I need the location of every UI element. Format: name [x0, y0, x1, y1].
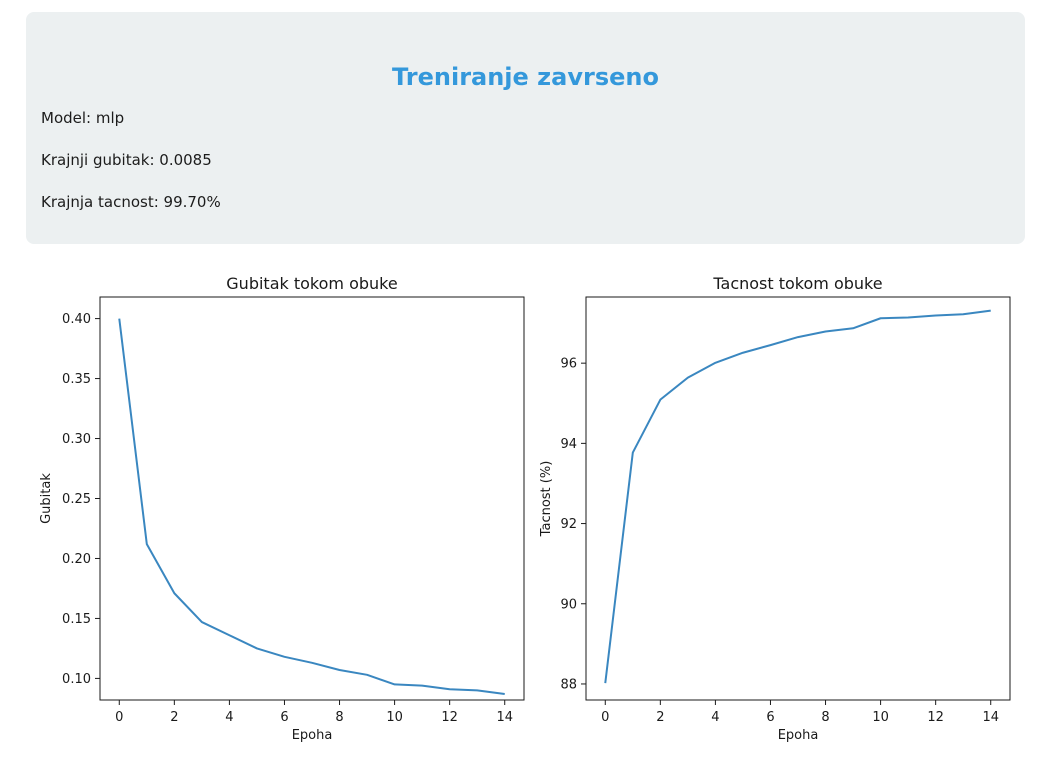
accuracy-y-tick-label: 90 — [560, 597, 577, 612]
loss-y-tick-label: 0.20 — [62, 552, 91, 567]
accuracy-y-tick-label: 96 — [560, 357, 577, 372]
loss-chart-title: Gubitak tokom obuke — [226, 274, 397, 293]
accuracy-chart-title: Tacnost tokom obuke — [712, 274, 882, 293]
accuracy-x-tick-label: 8 — [821, 710, 829, 725]
loss-x-tick-label: 8 — [335, 710, 343, 725]
loss-plot-frame — [99, 296, 525, 701]
accuracy-x-axis-label: Epoha — [778, 728, 819, 743]
accuracy-y-tick-label: 94 — [560, 437, 577, 452]
accuracy-y-tick-label: 92 — [560, 517, 577, 532]
loss-y-tick-label: 0.15 — [62, 612, 91, 627]
accuracy-y-axis-label: Tacnost (%) — [539, 461, 554, 538]
final-accuracy-line: Krajnja tacnost: 99.70% — [41, 193, 221, 211]
loss-y-tick-label: 0.10 — [62, 672, 91, 687]
loss-x-axis-label: Epoha — [292, 728, 333, 743]
training-charts: Gubitak tokom obuke 0 2 4 6 8 10 12 14 0.10 0.15 0.… — [39, 274, 1011, 743]
loss-x-tick-label: 10 — [386, 710, 403, 725]
loss-x-tick-label: 0 — [115, 710, 123, 725]
model-line: Model: mlp — [41, 109, 125, 127]
accuracy-x-tick-label: 6 — [766, 710, 774, 725]
accuracy-series-line — [604, 309, 991, 684]
training-summary-card: Treniranje zavrseno Model: mlp Krajnji g… — [26, 12, 1025, 244]
accuracy-x-tick-label: 0 — [601, 710, 609, 725]
final-loss-line: Krajnji gubitak: 0.0085 — [41, 151, 212, 169]
accuracy-x-tick-label: 2 — [656, 710, 664, 725]
loss-y-axis-label: Gubitak — [39, 473, 54, 524]
loss-x-tick-label: 6 — [280, 710, 288, 725]
accuracy-x-tick-label: 12 — [927, 710, 944, 725]
accuracy-x-tick-label: 14 — [982, 710, 999, 725]
loss-x-tick-label: 4 — [225, 710, 233, 725]
accuracy-x-tick-label: 4 — [711, 710, 719, 725]
accuracy-chart: Tacnost tokom obuke 0 2 4 6 8 10 12 14 88 90 92 94 96… — [539, 274, 1011, 743]
loss-y-tick-label: 0.40 — [62, 312, 91, 327]
summary-title: Treniranje zavrseno — [392, 63, 659, 91]
loss-y-tick-label: 0.30 — [62, 432, 91, 447]
loss-y-tick-label: 0.35 — [62, 372, 91, 387]
loss-x-tick-label: 2 — [170, 710, 178, 725]
loss-x-tick-label: 12 — [441, 710, 458, 725]
accuracy-plot-frame — [585, 296, 1011, 701]
loss-y-tick-label: 0.25 — [62, 492, 91, 507]
accuracy-x-tick-label: 10 — [872, 710, 889, 725]
loss-chart: Gubitak tokom obuke 0 2 4 6 8 10 12 14 0.10 0.15 0.… — [39, 274, 525, 743]
loss-x-tick-label: 14 — [496, 710, 513, 725]
loss-series-line — [118, 318, 505, 695]
accuracy-y-tick-label: 88 — [560, 677, 577, 692]
